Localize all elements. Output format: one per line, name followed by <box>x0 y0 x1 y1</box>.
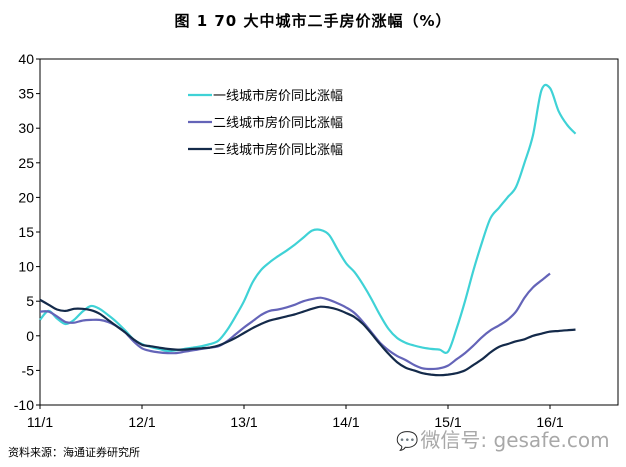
y-tick-label: 35 <box>18 86 34 102</box>
wechat-icon: 💬 <box>396 431 419 452</box>
watermark-text: 微信号: gesafe.com <box>420 428 610 452</box>
x-tick-label: 15/1 <box>434 414 461 430</box>
source-note: 资料来源：海通证券研究所 <box>8 446 140 459</box>
x-tick-label: 13/1 <box>230 414 257 430</box>
chart-axes: -10 -5 0 5 10 15 20 25 30 35 40 11/1 12/1 13/1 14/1 15/… <box>14 51 619 430</box>
y-tick-label: 40 <box>18 51 34 67</box>
y-tick-label: -10 <box>14 397 34 413</box>
y-tick-label: 30 <box>18 120 34 136</box>
chart-title: 图 1 70 大中城市二手房价涨幅（%） <box>174 12 452 30</box>
y-tick-label: 25 <box>18 155 34 171</box>
y-tick-label: -5 <box>22 362 35 378</box>
y-tick-label: 5 <box>26 293 34 309</box>
watermark: 💬 微信号: gesafe.com <box>396 424 610 453</box>
legend-label: 一线城市房价同比涨幅 <box>213 88 343 104</box>
x-tick-label: 16/1 <box>536 414 563 430</box>
series-line-3 <box>39 298 576 377</box>
line-chart: -10 -5 0 5 10 15 20 25 30 35 40 11/1 12/1 13/1 14/1 15/… <box>14 51 619 430</box>
x-tick-label: 11/1 <box>27 414 53 430</box>
y-tick-label: 0 <box>26 328 34 344</box>
plot-frame <box>39 58 619 406</box>
y-tick-label: 10 <box>18 259 34 275</box>
y-tick-label: 20 <box>18 189 34 205</box>
series-layer <box>39 83 577 377</box>
legend-label: 二线城市房价同比涨幅 <box>213 115 343 131</box>
legend-label: 三线城市房价同比涨幅 <box>213 142 343 158</box>
x-tick-label: 14/1 <box>332 414 359 430</box>
y-tick-label: 15 <box>18 224 34 240</box>
x-tick-label: 12/1 <box>128 414 155 430</box>
